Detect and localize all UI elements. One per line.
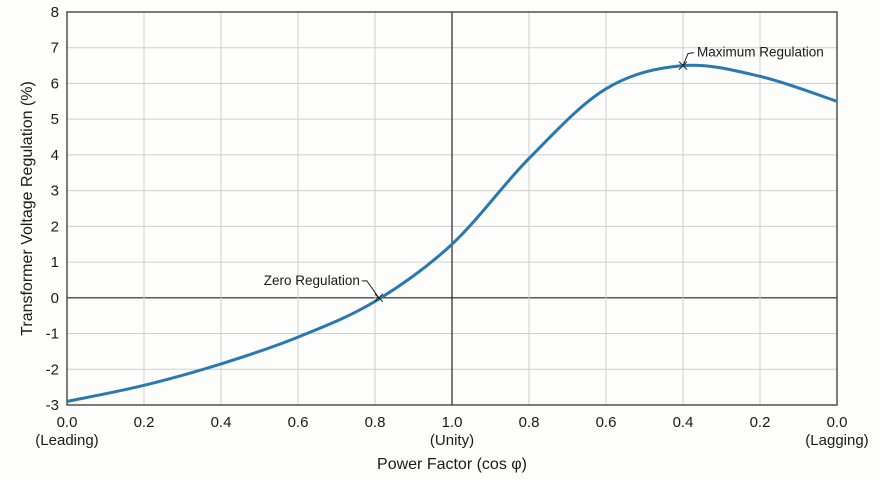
- y-tick-label: -1: [46, 326, 59, 343]
- x-tick-label: 0.0: [827, 414, 848, 431]
- y-tick-label: 7: [51, 40, 59, 57]
- x-axis-label: Power Factor (cos φ): [377, 456, 527, 473]
- x-tick-label: 0.2: [134, 414, 155, 431]
- y-tick-label: 1: [51, 254, 59, 271]
- x-tick-sublabel: (Lagging): [805, 432, 868, 449]
- y-tick-label: 5: [51, 111, 59, 128]
- x-tick-label: 0.8: [519, 414, 540, 431]
- y-tick-label: 3: [51, 183, 59, 200]
- x-tick-label: 0.2: [750, 414, 771, 431]
- x-tick-label: 0.4: [211, 414, 232, 431]
- max-leader-line: [682, 52, 695, 66]
- regulation-curve: [66, 63, 838, 403]
- x-tick-label: 0.8: [365, 414, 386, 431]
- zero-leader-line: [361, 280, 380, 299]
- y-tick-label: 6: [51, 75, 59, 92]
- y-tick-label: -3: [46, 397, 59, 414]
- y-tick-label: 0: [51, 290, 59, 307]
- y-tick-label: 4: [51, 147, 59, 164]
- plot-frame: [66, 11, 838, 406]
- x-tick-label: 0.6: [596, 414, 617, 431]
- x-tick-sublabel: (Leading): [35, 432, 98, 449]
- y-tick-label: -2: [46, 361, 59, 378]
- x-tick-label: 0.6: [288, 414, 309, 431]
- y-axis-label: Transformer Voltage Regulation (%): [19, 81, 36, 336]
- maximum-regulation-label: Maximum Regulation: [697, 45, 824, 60]
- zero-regulation-label: Zero Regulation: [264, 273, 360, 288]
- x-tick-sublabel: (Unity): [430, 432, 474, 449]
- x-tick-label: 0.4: [673, 414, 694, 431]
- y-tick-label: 2: [51, 218, 59, 235]
- y-tick-label: 8: [51, 4, 59, 21]
- x-tick-label: 0.0: [57, 414, 78, 431]
- x-tick-label: 1.0: [442, 414, 463, 431]
